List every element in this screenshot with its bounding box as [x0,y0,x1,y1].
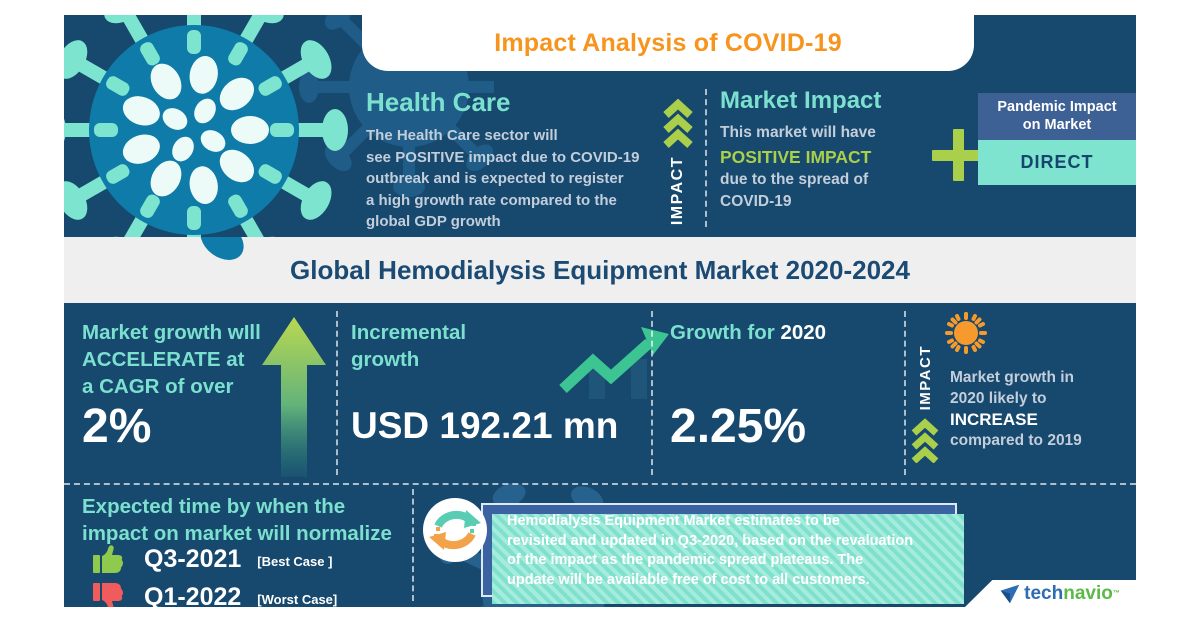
refresh-arrows-icon [423,498,487,562]
title-band: Global Hemodialysis Equipment Market 202… [64,237,1136,303]
note-text: Hemodialysis Equipment Market estimates … [483,505,955,590]
divider-dashed-vertical [412,489,414,601]
health-care-body-line: see POSITIVE impact due to COVID-19 [366,148,640,166]
cagr-value: 2% [82,400,152,453]
coronavirus-illustration [64,15,494,237]
technavio-logo: tech navio ™ [965,580,1136,607]
note-box: Hemodialysis Equipment Market estimates … [481,503,964,604]
impact-indicator-top: IMPACT [660,97,696,225]
health-care-title: Health Care [366,87,511,117]
badge-label-line: Pandemic Impact [997,99,1117,115]
normalize-heading-line: Expected time by when the [82,495,346,518]
incremental-growth-value: USD 192.21 mn [351,405,619,446]
cagr-line: ACCELERATE at [82,348,245,371]
impact-vertical-label: IMPACT [669,156,686,226]
market-title: Global Hemodialysis Equipment Market 202… [290,254,910,285]
growth-2020-title: Growth for 2020 [670,319,826,346]
cagr-card-text: Market growth wIll ACCELERATE at a CAGR … [82,319,261,400]
impact-2020-line: compared to 2019 [950,432,1082,449]
impact-vertical-label: IMPACT [916,345,934,411]
impact-2020-highlight: INCREASE [950,410,1038,429]
growth-arrow-up-icon [262,317,326,477]
worst-case-row: Q1-2022 [Worst Case] [92,581,337,607]
infographic: Impact Analysis of COVID-19 Health Care … [64,15,1136,607]
logo-trademark: ™ [1112,590,1120,597]
worst-case-label: [Worst Case] [257,592,338,607]
cagr-line: Market growth wIll [82,321,261,344]
thumbs-up-icon [93,545,123,573]
health-care-body-line: The Health Care sector will [366,127,558,144]
worst-case-value: Q1-2022 [144,582,242,608]
growth-2020-prefix: Growth for 2020 [670,319,826,346]
divider-dashed-vertical [904,311,906,475]
market-impact-section: Market Impact This market will have POSI… [720,87,955,214]
impact-2020-line: 2020 likely to [950,390,1047,407]
badge-label-line: on Market [1022,117,1092,133]
health-care-body-line: global GDP growth [366,213,501,230]
note-line: revisited and updated in Q3-2020, based … [507,532,914,549]
health-care-body-line: a high growth rate compared to the [366,191,617,209]
technavio-logo-icon [1000,584,1020,603]
growth-2020-prefix-text: Growth for [670,321,781,344]
plus-icon [932,129,984,181]
best-case-value: Q3-2021 [144,544,242,573]
top-section: Impact Analysis of COVID-19 Health Care … [64,15,1136,237]
chevrons-up-icon [911,418,939,464]
market-impact-line: This market will have [720,124,876,141]
incremental-line: growth [351,348,420,371]
best-case-row: Q3-2021 [Best Case ] [92,543,332,575]
incremental-line: Incremental [351,321,467,344]
growth-2020-year: 2020 [780,321,827,344]
note-line: of the impact as the pandemic spread pla… [507,552,864,568]
chevrons-up-icon [663,98,693,148]
incremental-growth-text: Incremental growth [351,319,466,373]
impact-2020-line: Market growth in [950,369,1075,386]
divider-dashed-vertical [336,311,338,475]
header-banner: Impact Analysis of COVID-19 [362,15,974,71]
note-line: Hemodialysis Equipment Market estimates … [507,513,840,529]
divider-dashed-vertical [651,311,653,475]
normalize-heading: Expected time by when the impact on mark… [82,493,392,547]
market-impact-title: Market Impact [720,87,882,114]
best-case-label: [Best Case ] [257,554,333,569]
thumbs-down-icon [93,583,123,607]
impact-2020-text: Market growth in 2020 likely to INCREASE… [950,367,1130,451]
normalize-heading-line: impact on market will normalize [82,522,392,545]
virus-blob-decoration [192,237,252,269]
cagr-line: a CAGR of over [82,375,234,398]
divider-dashed-horizontal [64,483,1136,485]
impact-indicator-bottom: IMPACT [910,345,940,464]
logo-text-navio: navio [1063,582,1113,604]
header-title: Impact Analysis of COVID-19 [494,28,842,57]
pandemic-impact-badge-value: DIRECT [978,140,1136,185]
logo-text-tech: tech [1024,582,1064,604]
health-care-body-line: outbreak and is expected to register [366,170,624,187]
note-line: update will be available free of cost to… [507,571,870,588]
bottom-section: Market growth wIll ACCELERATE at a CAGR … [64,303,1136,607]
health-care-section: Health Care The Health Care sector will … [366,87,666,233]
pandemic-impact-badge-label: Pandemic Impact on Market [978,93,1136,140]
coronavirus-orange-icon [945,312,987,354]
market-impact-line: COVID-19 [720,193,792,210]
trend-up-chart-icon [559,327,669,399]
growth-2020-value: 2.25% [670,400,807,453]
market-impact-highlight: POSITIVE IMPACT [720,146,872,167]
market-impact-line: due to the spread of [720,170,869,188]
pandemic-impact-badge: Pandemic Impact on Market DIRECT [978,93,1136,185]
divider-dashed-vertical [705,89,707,227]
